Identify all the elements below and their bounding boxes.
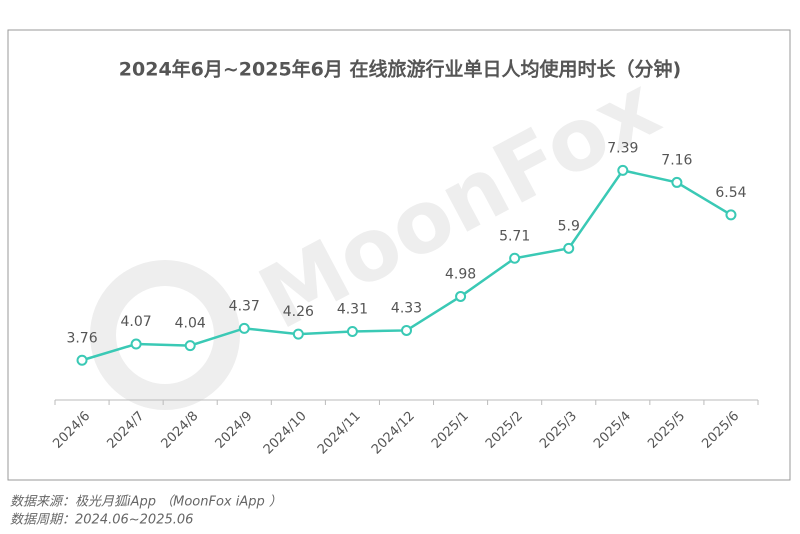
data-label: 4.98: [445, 266, 476, 282]
data-point: [509, 252, 521, 264]
data-label: 4.26: [283, 304, 314, 320]
source-note: 数据来源：极光月狐iApp （MoonFox iApp ）: [10, 494, 282, 510]
data-point: [455, 290, 467, 302]
data-label: 7.16: [661, 152, 692, 168]
data-label: 5.71: [499, 228, 530, 244]
data-label: 3.76: [66, 330, 97, 346]
data-label: 5.9: [558, 218, 580, 234]
data-point: [725, 209, 737, 221]
data-label: 6.54: [715, 185, 746, 201]
chart-title: 2024年6月~2025年6月 在线旅游行业单日人均使用时长（分钟): [119, 58, 681, 81]
data-point: [401, 324, 412, 336]
data-point: [238, 322, 250, 334]
data-point: [184, 340, 196, 352]
data-label: 4.07: [121, 314, 152, 330]
data-point: [76, 354, 88, 366]
data-label: 7.39: [607, 140, 638, 156]
data-point: [346, 325, 358, 337]
data-point: [563, 242, 575, 254]
data-point: [130, 338, 142, 350]
data-point: [617, 164, 629, 176]
data-label: 4.04: [175, 316, 206, 332]
data-label: 4.37: [229, 298, 260, 314]
data-label: 4.31: [337, 301, 368, 317]
data-label: 4.33: [391, 300, 422, 316]
period-note: 数据周期：2024.06~2025.06: [10, 513, 193, 528]
data-point: [671, 176, 683, 188]
data-point: [292, 328, 304, 340]
